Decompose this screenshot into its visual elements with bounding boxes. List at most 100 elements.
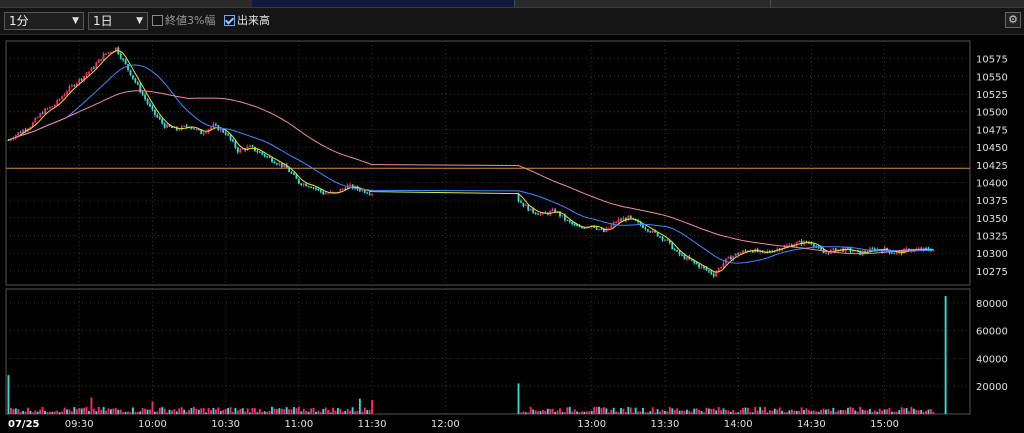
volume-bar [256, 412, 259, 414]
candle-body [598, 229, 600, 231]
volume-bar [917, 410, 920, 414]
candle-body [280, 163, 283, 167]
volume-bar [776, 409, 779, 414]
candle-body [820, 247, 823, 250]
volume-bar [41, 406, 44, 414]
volume-bar [920, 410, 923, 414]
window-tab[interactable] [514, 0, 771, 7]
chart-frame [5, 40, 971, 415]
volume-bar [764, 407, 766, 414]
volume-bar [192, 406, 195, 414]
volume-bar [268, 410, 271, 414]
volume-bar [100, 409, 103, 414]
volume-checkbox[interactable] [224, 15, 235, 26]
ma-long-line [8, 90, 934, 255]
volume-bar [549, 409, 552, 414]
volume-bar [44, 410, 46, 414]
volume-bar [102, 407, 105, 414]
price-tick-label: 10300 [976, 249, 1008, 260]
candle-body [703, 266, 705, 268]
volume-bar [210, 410, 212, 414]
candle-body [149, 103, 151, 107]
candle-body [114, 47, 117, 52]
volume-bar [124, 411, 127, 414]
candle-body [571, 221, 574, 224]
candle-body [273, 161, 276, 164]
candle-body [70, 85, 73, 87]
candle-body [766, 250, 769, 252]
candle-body [263, 154, 266, 157]
volume-bar [744, 407, 747, 414]
candle-body [576, 224, 578, 227]
candle-body [107, 52, 110, 54]
candle-body [715, 271, 718, 277]
candle-body [690, 259, 693, 261]
candle-body [268, 156, 271, 158]
volume-bar [795, 410, 798, 414]
candle-body [346, 185, 349, 190]
interval-select[interactable]: 1分 ▼ [4, 12, 84, 30]
volume-bar [834, 411, 837, 414]
volume-bar [12, 409, 15, 414]
volume-bar [551, 408, 554, 414]
volume-bar [520, 412, 522, 414]
volume-bar [642, 407, 644, 414]
volume-bar [607, 412, 610, 414]
candle-body [534, 212, 537, 214]
volume-bar [207, 408, 210, 414]
volume-bar [849, 406, 852, 414]
volume-bar [195, 408, 198, 414]
candle-body [78, 78, 81, 84]
volume-bar [168, 409, 171, 414]
volume-bar [275, 408, 278, 414]
volume-bar [644, 412, 647, 414]
candle-body [683, 254, 686, 260]
candle-body [319, 189, 322, 192]
volume-bar [646, 412, 649, 414]
candle-body [195, 129, 198, 131]
candle-body [725, 258, 727, 264]
volume-axis-labels: 20000 40000 60000 80000 [976, 299, 1008, 393]
candle-body [31, 122, 34, 128]
candle-body [761, 250, 764, 252]
volume-bar [678, 410, 681, 414]
candle-body [627, 215, 630, 221]
volume-bar [583, 411, 586, 414]
price-tick-label: 10425 [976, 161, 1008, 172]
volume-bar [178, 408, 181, 414]
candle-body [349, 184, 352, 186]
candle-body [41, 113, 44, 115]
price-axis-labels: 10275 10300 10325 10350 10375 10400 10425 10450… [976, 55, 1008, 278]
candle-body [705, 267, 708, 271]
volume-bar [651, 407, 654, 414]
window-tab[interactable] [770, 0, 1024, 7]
candle-body [795, 242, 798, 246]
period-select[interactable]: 1日 ▼ [88, 12, 148, 30]
candle-body [688, 257, 691, 260]
candle-body [151, 106, 154, 110]
candle-body [75, 83, 78, 87]
volume-bar [695, 408, 698, 414]
window-tab[interactable] [0, 0, 253, 7]
candle-body [341, 188, 344, 190]
time-tick-label: 13:30 [651, 419, 680, 430]
time-tick-label: 11:00 [284, 419, 313, 430]
candle-body [639, 222, 642, 226]
gear-icon[interactable]: ⚙ [1005, 12, 1021, 28]
candle-body [332, 191, 334, 193]
volume-bar [566, 407, 569, 414]
volume-bar [817, 411, 820, 414]
price-tick-label: 10375 [976, 196, 1008, 207]
volume-bar [46, 411, 49, 414]
candle-body [551, 209, 554, 212]
volume-bar [24, 411, 27, 414]
volume-bar [732, 409, 735, 414]
candle-body [105, 53, 107, 55]
window-tab-active[interactable] [252, 0, 515, 7]
candle-body [751, 250, 754, 253]
volume-bar [293, 407, 295, 414]
chevron-down-icon: ▼ [72, 16, 79, 26]
close-range-checkbox[interactable] [152, 15, 163, 26]
volume-bar [598, 406, 600, 414]
volume-bar [246, 408, 249, 414]
